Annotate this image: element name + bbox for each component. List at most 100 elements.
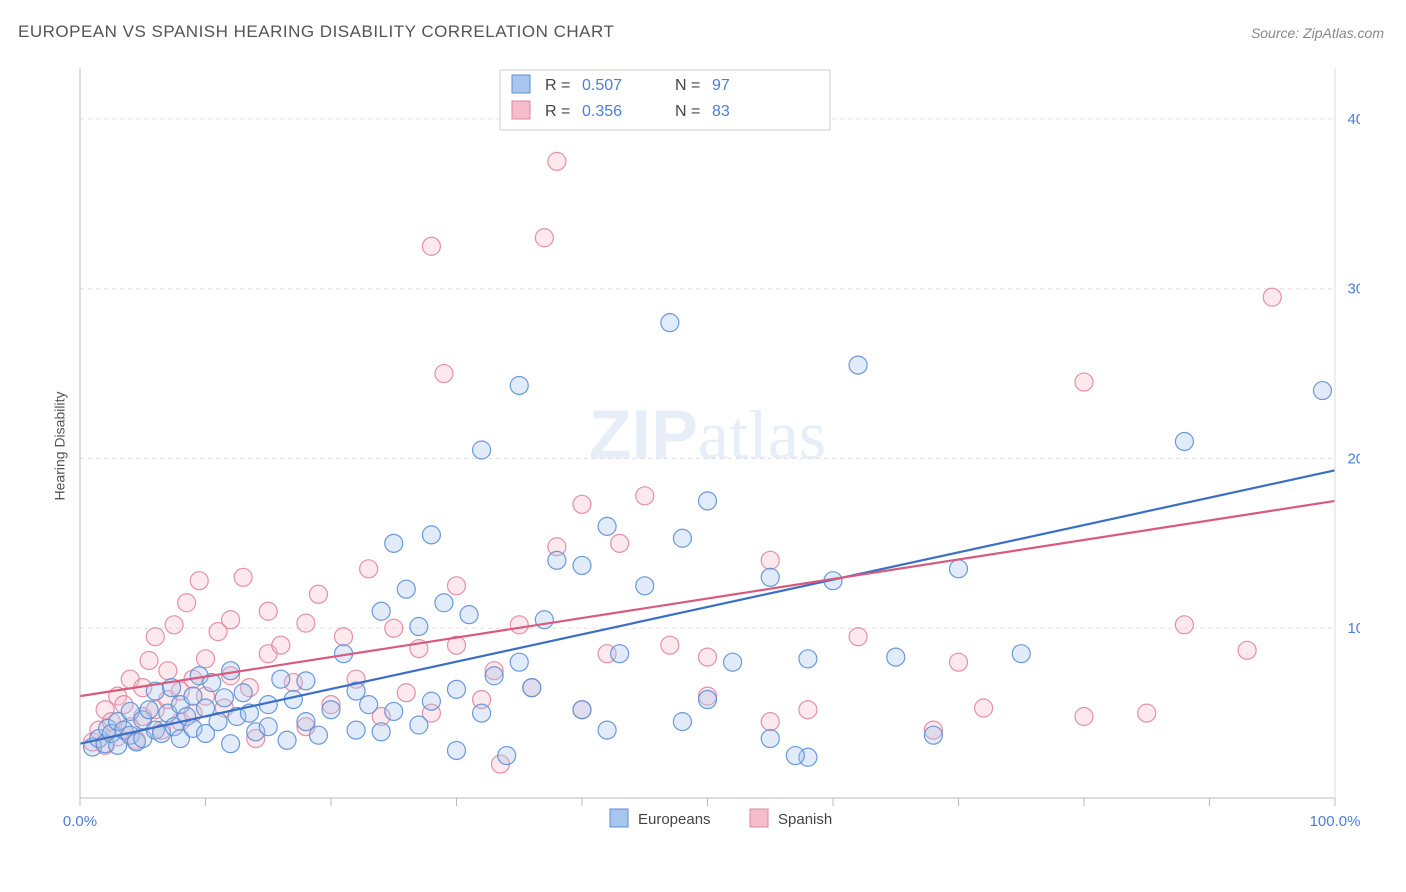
scatter-point-europeans [661, 314, 679, 332]
scatter-point-europeans [535, 611, 553, 629]
x-tick-label: 0.0% [63, 813, 97, 830]
scatter-point-spanish [297, 614, 315, 632]
scatter-point-spanish [159, 662, 177, 680]
scatter-point-spanish [611, 534, 629, 552]
scatter-point-europeans [761, 730, 779, 748]
scatter-point-europeans [1313, 382, 1331, 400]
scatter-point-spanish [422, 237, 440, 255]
legend-r-label: R = [545, 77, 570, 94]
scatter-point-europeans [272, 670, 290, 688]
source-attribution: Source: ZipAtlas.com [1251, 25, 1384, 41]
scatter-point-europeans [448, 741, 466, 759]
scatter-point-europeans [1175, 432, 1193, 450]
bottom-legend-label: Europeans [638, 811, 711, 828]
scatter-point-europeans [422, 526, 440, 544]
scatter-point-spanish [1075, 708, 1093, 726]
scatter-point-europeans [385, 702, 403, 720]
scatter-point-europeans [523, 679, 541, 697]
scatter-point-europeans [372, 723, 390, 741]
scatter-point-europeans [498, 747, 516, 765]
y-tick-label: 30.0% [1347, 281, 1360, 298]
scatter-point-europeans [422, 692, 440, 710]
scatter-point-europeans [1012, 645, 1030, 663]
scatter-point-europeans [573, 701, 591, 719]
scatter-point-spanish [272, 636, 290, 654]
scatter-point-europeans [485, 667, 503, 685]
scatter-point-europeans [510, 376, 528, 394]
scatter-point-europeans [510, 653, 528, 671]
scatter-point-spanish [259, 602, 277, 620]
legend-n-label: N = [675, 103, 700, 120]
scatter-point-europeans [887, 648, 905, 666]
scatter-point-europeans [950, 560, 968, 578]
scatter-point-spanish [849, 628, 867, 646]
x-tick-label: 100.0% [1310, 813, 1360, 830]
scatter-point-europeans [278, 731, 296, 749]
scatter-point-europeans [699, 691, 717, 709]
legend-n-value: 83 [712, 103, 730, 120]
scatter-point-spanish [165, 616, 183, 634]
scatter-point-europeans [673, 713, 691, 731]
scatter-point-europeans [598, 517, 616, 535]
scatter-point-europeans [724, 653, 742, 671]
scatter-point-spanish [435, 365, 453, 383]
scatter-point-europeans [397, 580, 415, 598]
scatter-point-europeans [410, 618, 428, 636]
chart-area: 10.0%20.0%30.0%40.0%ZIPatlas0.0%100.0%R … [50, 58, 1360, 818]
scatter-point-spanish [1175, 616, 1193, 634]
y-tick-label: 40.0% [1347, 111, 1360, 128]
scatter-point-spanish [975, 699, 993, 717]
scatter-point-europeans [234, 684, 252, 702]
scatter-point-spanish [699, 648, 717, 666]
scatter-point-europeans [598, 721, 616, 739]
scatter-point-spanish [197, 650, 215, 668]
scatter-point-europeans [385, 534, 403, 552]
scatter-point-europeans [140, 701, 158, 719]
scatter-point-europeans [347, 721, 365, 739]
scatter-point-spanish [190, 572, 208, 590]
scatter-point-spanish [661, 636, 679, 654]
scatter-point-spanish [448, 577, 466, 595]
scatter-point-spanish [234, 568, 252, 586]
legend-swatch-spanish [512, 101, 530, 119]
scatter-point-spanish [222, 611, 240, 629]
scatter-point-europeans [460, 606, 478, 624]
bottom-legend-swatch-spanish [750, 809, 768, 827]
scatter-point-europeans [799, 650, 817, 668]
legend-swatch-europeans [512, 75, 530, 93]
scatter-point-europeans [322, 701, 340, 719]
legend-r-label: R = [545, 103, 570, 120]
scatter-point-europeans [699, 492, 717, 510]
scatter-point-europeans [761, 568, 779, 586]
scatter-point-spanish [1075, 373, 1093, 391]
scatter-point-spanish [397, 684, 415, 702]
scatter-point-spanish [335, 628, 353, 646]
scatter-point-europeans [360, 696, 378, 714]
scatter-point-spanish [761, 713, 779, 731]
y-tick-label: 10.0% [1347, 620, 1360, 637]
scatter-point-europeans [611, 645, 629, 663]
scatter-point-spanish [309, 585, 327, 603]
scatter-point-spanish [510, 616, 528, 634]
legend-r-value: 0.356 [582, 103, 622, 120]
trend-line-spanish [80, 501, 1335, 696]
scatter-point-europeans [849, 356, 867, 374]
scatter-point-europeans [548, 551, 566, 569]
scatter-point-spanish [573, 495, 591, 513]
bottom-legend-label: Spanish [778, 811, 832, 828]
scatter-point-spanish [636, 487, 654, 505]
scatter-point-europeans [222, 735, 240, 753]
scatter-point-spanish [950, 653, 968, 671]
scatter-point-spanish [360, 560, 378, 578]
bottom-legend-swatch-europeans [610, 809, 628, 827]
scatter-point-europeans [573, 556, 591, 574]
scatter-point-spanish [146, 628, 164, 646]
scatter-point-europeans [215, 689, 233, 707]
scatter-point-europeans [473, 704, 491, 722]
scatter-point-spanish [1263, 288, 1281, 306]
chart-title: EUROPEAN VS SPANISH HEARING DISABILITY C… [18, 22, 614, 42]
scatter-point-europeans [372, 602, 390, 620]
scatter-point-spanish [385, 619, 403, 637]
scatter-point-spanish [140, 651, 158, 669]
scatter-point-europeans [473, 441, 491, 459]
